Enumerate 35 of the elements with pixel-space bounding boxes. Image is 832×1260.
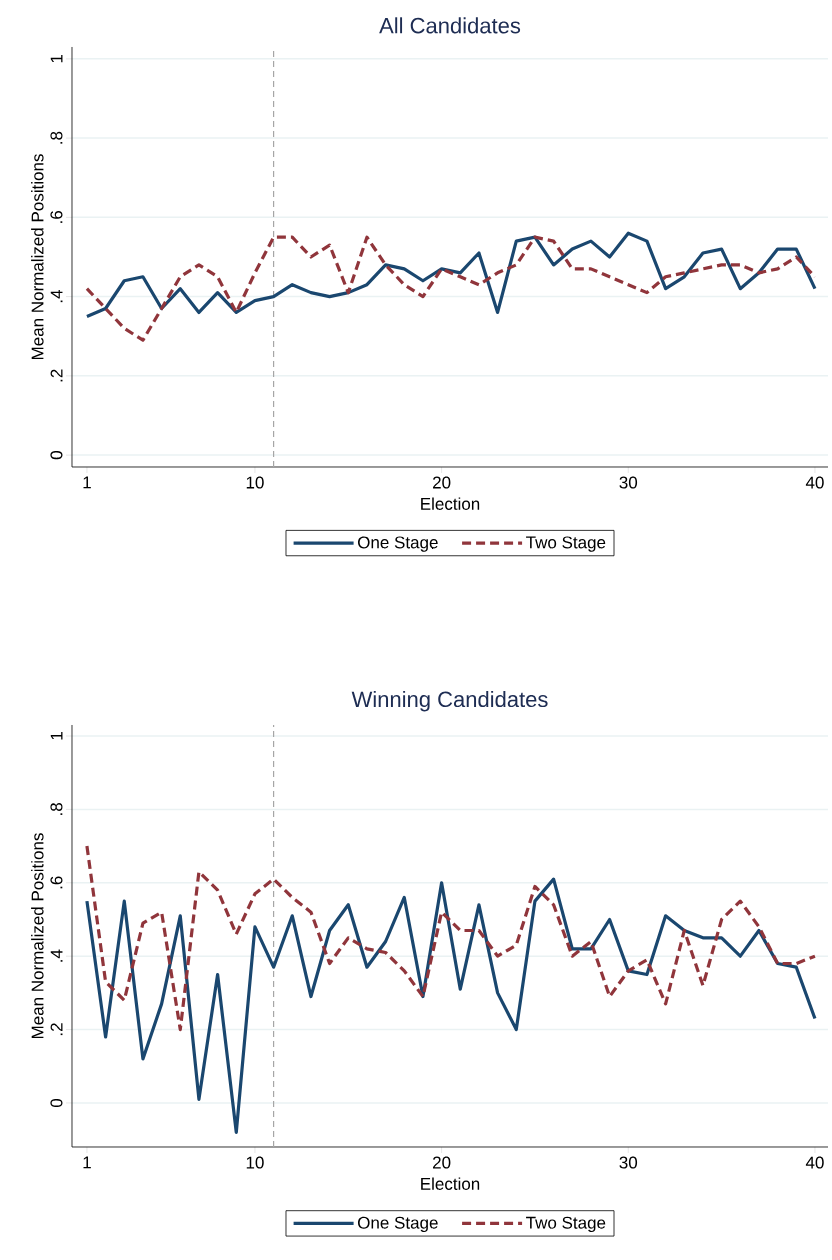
- y-tick-label: .4: [50, 290, 63, 303]
- y-tick-label: .6: [50, 211, 63, 223]
- line-series: [85, 231, 817, 319]
- y-tick-label: .8: [50, 803, 63, 815]
- line-series: [85, 844, 817, 1032]
- y-tick-label: 1: [50, 732, 63, 740]
- y-tick-label: .6: [50, 876, 63, 889]
- x-tick-label: 30: [619, 476, 638, 489]
- x-tick-label: 40: [805, 476, 824, 489]
- y-tick-label: 1: [50, 54, 63, 63]
- x-tick-label: 40: [805, 1156, 824, 1169]
- x-tick-label: 20: [433, 476, 451, 489]
- x-axis-title: Election: [421, 497, 480, 510]
- x-tick-label: 10: [246, 1156, 264, 1169]
- y-tick-label: .2: [50, 1023, 63, 1036]
- chart-title: All Candidates: [379, 17, 521, 34]
- y-tick-label: 0: [50, 1098, 63, 1108]
- x-axis-title: Election: [421, 1177, 480, 1190]
- y-tick-label: .4: [50, 949, 63, 962]
- chart-title: Winning Candidates: [351, 690, 548, 712]
- line-series: [85, 877, 817, 1134]
- legend-label: Two Stage: [526, 1216, 606, 1233]
- y-tick-label: 0: [50, 451, 63, 460]
- x-tick-label: 20: [433, 1156, 451, 1169]
- y-axis-title: Mean Normalized Positions: [31, 833, 44, 1039]
- y-axis-title: Mean Normalized Positions: [31, 154, 44, 360]
- x-tick-label: 1: [83, 1156, 91, 1169]
- legend-label: One Stage: [358, 1216, 438, 1233]
- x-tick-label: 10: [246, 476, 264, 489]
- x-tick-label: 30: [619, 1156, 638, 1169]
- legend-label: Two Stage: [526, 536, 606, 552]
- x-tick-label: 1: [83, 476, 91, 489]
- legend-label: One Stage: [358, 536, 438, 552]
- y-tick-label: .8: [50, 131, 63, 144]
- y-tick-label: .2: [50, 369, 63, 382]
